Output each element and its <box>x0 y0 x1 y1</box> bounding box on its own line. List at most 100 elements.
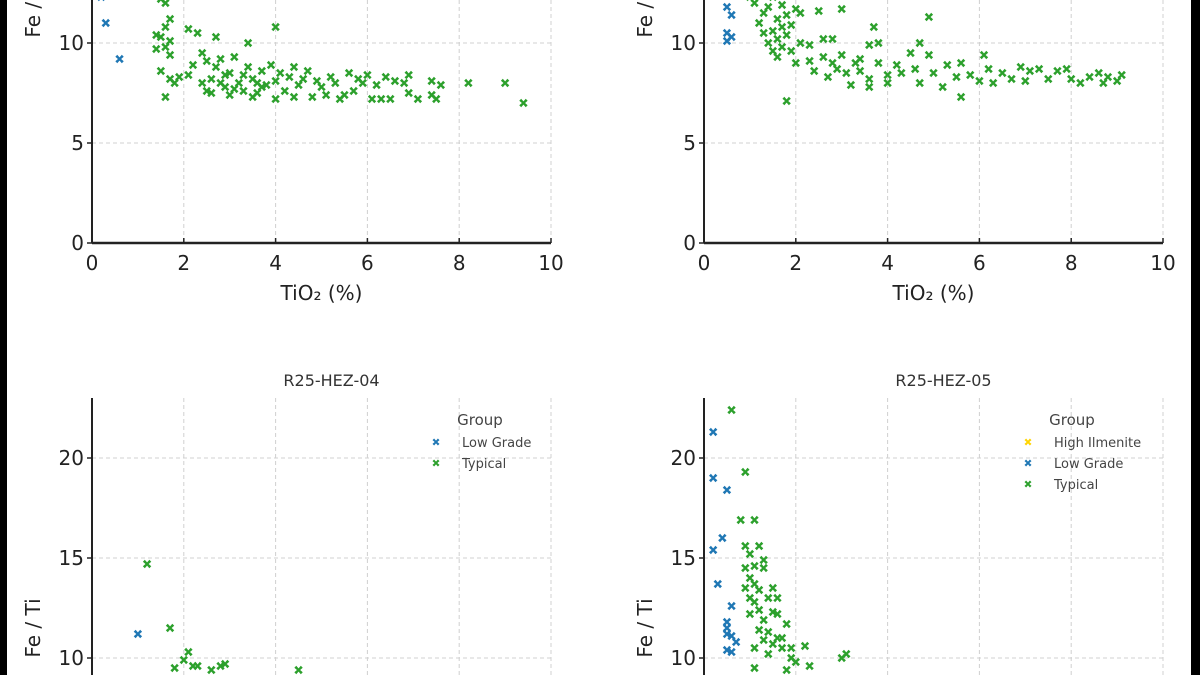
data-point-typical <box>376 94 386 104</box>
data-point-typical <box>759 635 768 645</box>
x-tick-label: 8 <box>453 251 466 275</box>
data-point-typical <box>915 78 924 88</box>
scatter-panel-2: 0 5 10 0 2 4 6 8 10 TiO₂ (%) Fe / Ti <box>633 0 1176 305</box>
data-point-low-grade <box>722 645 732 655</box>
legend: Group High Ilmenite Low Grade Typical <box>1024 411 1141 493</box>
x-tick-label: 10 <box>1150 251 1175 275</box>
data-point-typical <box>768 639 778 649</box>
data-point-typical <box>782 665 791 675</box>
data-point-typical <box>782 10 791 20</box>
data-point-typical <box>1085 72 1094 82</box>
data-point-typical <box>764 593 773 603</box>
data-point-typical <box>152 44 161 54</box>
data-point-typical <box>372 80 381 90</box>
y-axis-label: Fe / Ti <box>21 0 45 38</box>
data-point-typical <box>910 64 920 74</box>
data-points <box>722 0 1126 106</box>
data-point-typical <box>759 563 768 573</box>
legend-label: Low Grade <box>462 436 531 451</box>
data-point-typical <box>805 56 814 66</box>
data-point-typical <box>773 593 782 603</box>
data-point-typical <box>1062 64 1071 74</box>
data-point-typical <box>197 48 207 58</box>
y-tick-label: 5 <box>683 131 696 155</box>
data-point-typical <box>248 92 257 102</box>
x-tick-label: 2 <box>789 251 802 275</box>
data-point-typical <box>202 56 211 66</box>
data-point-typical <box>777 0 787 10</box>
data-point-typical <box>161 42 170 52</box>
data-point-typical <box>759 28 768 38</box>
data-point-typical <box>165 623 175 633</box>
data-point-typical <box>979 50 989 60</box>
data-point-typical <box>216 54 225 64</box>
data-point-typical <box>1076 78 1085 88</box>
data-point-typical <box>349 86 358 96</box>
data-point-typical <box>331 78 340 88</box>
y-tick-label: 15 <box>671 546 696 570</box>
data-point-typical <box>367 94 377 104</box>
data-point-typical <box>404 70 413 80</box>
data-point-typical <box>943 60 952 70</box>
data-point-typical <box>883 70 892 80</box>
data-point-typical <box>837 4 846 14</box>
data-point-low-grade <box>727 10 736 20</box>
data-point-typical <box>984 64 993 74</box>
data-point-typical <box>271 94 280 104</box>
data-point-typical <box>404 88 413 98</box>
legend-label: Typical <box>1053 478 1098 493</box>
x-tick-label: 10 <box>538 251 563 275</box>
x-tick-label: 4 <box>881 251 894 275</box>
data-point-typical <box>819 52 828 62</box>
data-point-typical <box>399 78 409 88</box>
data-point-typical <box>1044 74 1053 84</box>
data-point-typical <box>823 72 833 82</box>
data-point-typical <box>741 541 750 551</box>
legend-title: Group <box>457 411 503 429</box>
legend: Group Low Grade Typical <box>432 411 531 472</box>
data-point-typical <box>782 30 791 40</box>
data-point-typical <box>193 661 202 671</box>
data-point-typical <box>156 32 166 42</box>
data-point-typical <box>750 561 759 571</box>
x-axis-label: TiO₂ (%) <box>280 281 363 305</box>
data-point-typical <box>179 655 188 665</box>
y-tick-label: 5 <box>71 131 84 155</box>
data-point-typical <box>768 583 778 593</box>
data-point-typical <box>773 14 782 24</box>
data-point-typical <box>741 583 750 593</box>
data-point-typical <box>386 94 395 104</box>
data-point-low-grade <box>101 18 110 28</box>
data-point-typical <box>906 48 915 58</box>
data-point-typical <box>768 26 778 36</box>
data-point-typical <box>211 32 221 42</box>
y-tick-label: 20 <box>59 446 84 470</box>
y-tick-label: 10 <box>59 646 84 670</box>
data-point-low-grade <box>115 54 124 64</box>
data-point-typical <box>175 72 184 82</box>
legend-label: Low Grade <box>1054 457 1123 472</box>
data-point-typical <box>161 92 170 102</box>
y-tick-label: 10 <box>671 31 696 55</box>
data-point-typical <box>750 663 759 673</box>
data-point-typical <box>207 665 216 675</box>
data-point-typical <box>952 72 961 82</box>
y-tick-label: 0 <box>683 231 696 255</box>
scatter-panel-3: 10 15 20 Fe / Ti R25-HEZ-04 Group Low Grade Typ… <box>21 371 552 675</box>
data-point-typical <box>750 597 759 607</box>
legend-marker-icon <box>432 438 440 446</box>
data-point-typical <box>777 42 787 52</box>
data-point-typical <box>230 84 239 94</box>
x-tick-label: 4 <box>269 251 282 275</box>
data-point-typical <box>239 70 248 80</box>
data-point-typical <box>1025 66 1035 76</box>
data-point-low-grade <box>133 629 143 639</box>
data-point-typical <box>427 76 436 86</box>
data-points <box>133 559 303 675</box>
data-point-typical <box>787 643 796 653</box>
data-point-typical <box>746 0 754 2</box>
data-point-typical <box>865 82 874 92</box>
data-point-low-grade <box>713 579 722 589</box>
data-point-typical <box>257 66 267 76</box>
